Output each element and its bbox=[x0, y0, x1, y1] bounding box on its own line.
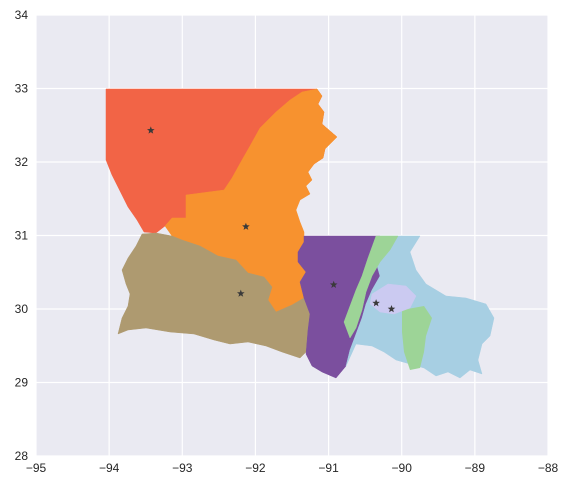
x-tick-label: −94 bbox=[99, 461, 120, 475]
centroid-star bbox=[242, 222, 250, 230]
districts bbox=[105, 88, 495, 379]
x-tick-label: −90 bbox=[392, 461, 413, 475]
x-axis-ticks: −95 −94 −93 −92 −91 −90 −89 −88 bbox=[26, 461, 559, 475]
x-tick-label: −91 bbox=[318, 461, 339, 475]
x-tick-label: −93 bbox=[172, 461, 193, 475]
district-southwest bbox=[117, 232, 311, 359]
y-tick-label: 32 bbox=[15, 155, 29, 169]
x-tick-label: −88 bbox=[538, 461, 559, 475]
district-metro-green-south bbox=[402, 306, 432, 370]
y-tick-label: 28 bbox=[15, 449, 29, 463]
district-lavender bbox=[369, 283, 417, 315]
y-tick-label: 33 bbox=[15, 82, 29, 96]
y-tick-label: 31 bbox=[15, 229, 29, 243]
centroid-star bbox=[329, 280, 338, 288]
district-centroids bbox=[147, 126, 396, 313]
y-tick-label: 34 bbox=[15, 8, 29, 22]
district-metro-green bbox=[343, 235, 399, 339]
x-tick-label: −89 bbox=[465, 461, 486, 475]
centroid-star bbox=[387, 305, 396, 313]
centroid-star bbox=[372, 299, 380, 307]
y-tick-label: 30 bbox=[15, 302, 29, 316]
x-tick-label: −92 bbox=[245, 461, 266, 475]
y-axis-ticks: 28 29 30 31 32 33 34 bbox=[15, 8, 29, 463]
y-tick-label: 29 bbox=[15, 376, 29, 390]
centroid-star bbox=[147, 126, 155, 134]
centroid-star bbox=[237, 289, 245, 297]
x-tick-label: −95 bbox=[26, 461, 47, 475]
